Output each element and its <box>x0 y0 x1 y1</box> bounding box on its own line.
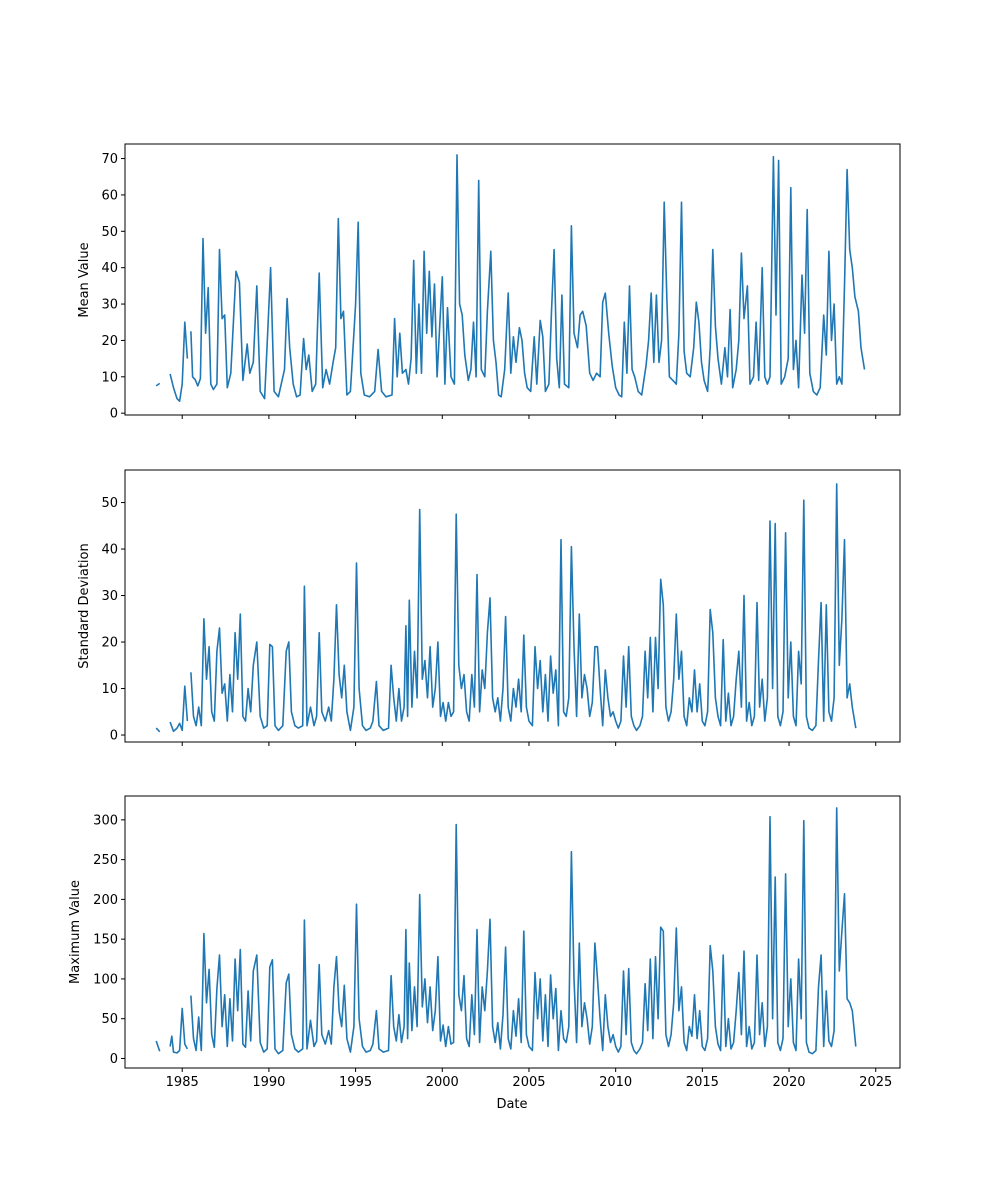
xtick-label: 1985 <box>166 1075 199 1090</box>
max-series-segment-2 <box>190 807 857 1055</box>
xtick-label: 1990 <box>252 1075 285 1090</box>
mean-ytick-label: 30 <box>101 298 118 313</box>
std-ytick-label: 30 <box>101 589 118 604</box>
xtick-label: 2015 <box>686 1075 719 1090</box>
mean-ytick-label: 20 <box>101 334 118 349</box>
max-series-segment-1 <box>169 1007 189 1054</box>
xtick-label: 2005 <box>512 1075 545 1090</box>
mean-ylabel: Mean Value <box>77 242 92 317</box>
max-ytick-label: 50 <box>101 1012 118 1027</box>
mean-ytick-label: 0 <box>110 407 118 422</box>
max-ylabel: Maximum Value <box>68 880 83 984</box>
xtick-label: 2000 <box>426 1075 459 1090</box>
mean-series-segment-1 <box>169 321 189 402</box>
std-ytick-label: 50 <box>101 496 118 511</box>
std-series-segment-1 <box>169 685 189 733</box>
max-ytick-label: 300 <box>93 813 118 828</box>
standard-deviation-panel: Standard Deviation 0 10 20 30 40 50 <box>77 469 901 746</box>
std-series-segment-0 <box>155 727 161 733</box>
max-ytick-label: 200 <box>93 893 118 908</box>
mean-ytick-label: 60 <box>101 188 118 203</box>
xtick-label: 1995 <box>339 1075 372 1090</box>
max-ytick-label: 0 <box>110 1052 118 1067</box>
max-ytick-label: 150 <box>93 933 118 948</box>
mean-ytick-label: 40 <box>101 261 118 276</box>
max-series-segment-0 <box>155 1040 161 1052</box>
std-ytick-label: 10 <box>101 682 118 697</box>
max-axes-frame <box>124 795 901 1069</box>
xtick-label: 2020 <box>772 1075 805 1090</box>
std-ytick-label: 0 <box>110 729 118 744</box>
mean-value-panel: Mean Value 0 10 20 30 40 50 60 70 <box>77 143 901 422</box>
std-ytick-label: 40 <box>101 543 118 558</box>
maximum-value-panel: Maximum Value 0 50 100 150 200 250 300 1985 1990… <box>68 795 901 1090</box>
std-series-segment-2 <box>190 483 857 732</box>
mean-series-segment-2 <box>190 154 866 400</box>
max-ytick-label: 100 <box>93 972 118 987</box>
mean-series-segment-0 <box>155 382 161 387</box>
max-ytick-label: 250 <box>93 853 118 868</box>
xtick-label: 2025 <box>859 1075 892 1090</box>
std-axes-frame <box>124 469 901 743</box>
mean-ytick-label: 50 <box>101 225 118 240</box>
std-ytick-label: 20 <box>101 636 118 651</box>
mean-ytick-label: 70 <box>101 152 118 167</box>
xtick-label: 2010 <box>599 1075 632 1090</box>
std-ylabel: Standard Deviation <box>77 543 92 668</box>
x-axis-label: Date <box>496 1097 527 1112</box>
mean-ytick-label: 10 <box>101 370 118 385</box>
mean-axes-frame <box>124 143 901 416</box>
